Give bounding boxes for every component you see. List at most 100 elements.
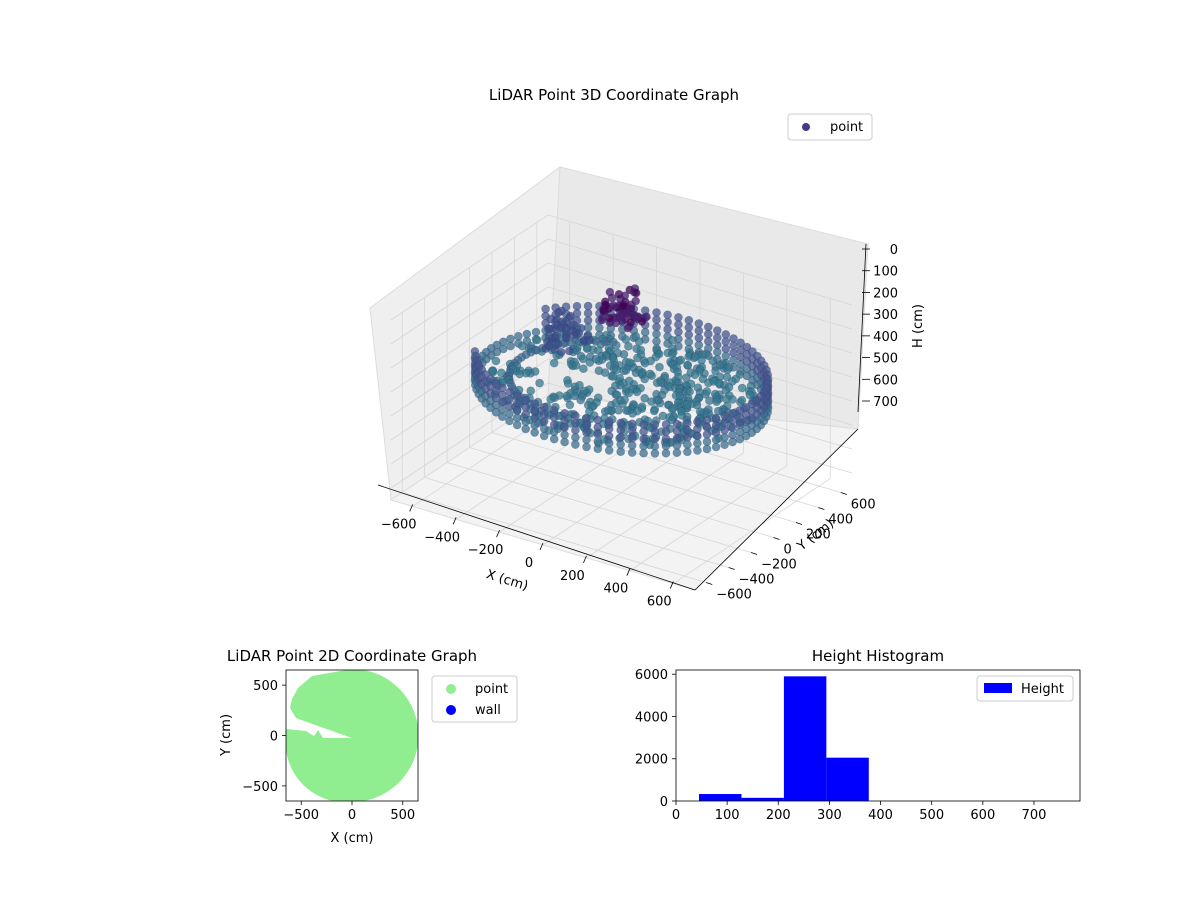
data-point-3d [693,438,702,448]
grid-line [491,432,797,523]
data-point-3d [703,336,713,346]
data-point-3d [703,322,713,332]
data-point-3d [560,430,569,440]
ticks-hist: 0 100 200 300 400 500 600 700 0 2000 4000 6000 [635,668,1046,823]
data-point-3d [582,344,592,354]
y-tick-label: 200 [806,528,831,543]
data-point-3d [572,301,582,311]
data-point-3d [690,370,700,380]
data-point-3d [498,412,507,422]
data-point-3d [491,356,501,366]
data-point-3d [640,358,650,368]
x-tick-label-hist: 500 [919,808,944,823]
data-point-3d [702,415,712,425]
legend-hist: Height [976,675,1074,702]
grid-line [469,447,774,538]
data-point-3d [711,428,721,437]
y-tick-label-hist: 2000 [635,753,668,768]
data-point-3d [712,340,722,350]
data-point-3d [526,386,536,396]
data-point-3d [530,428,540,437]
data-point-3d [639,427,648,436]
data-point-3d [616,440,626,449]
data-point-3d [694,340,704,350]
y-tick-label: 0 [784,543,792,558]
data-point-3d [702,430,712,439]
data-point-3d [640,393,650,403]
legend-marker-height [984,683,1012,693]
data-point-3d [612,365,621,375]
data-point-3d [593,430,603,439]
data-point-3d [683,360,692,370]
data-point-3d [620,395,629,405]
data-point-3d [626,318,636,327]
data-point-3d [694,326,704,336]
data-point-3d [693,417,702,427]
data-point-3d [724,362,734,372]
data-point-3d [728,416,737,425]
data-point-3d [692,400,702,410]
data-point-3d [562,333,571,343]
y-tick [840,492,847,495]
data-point-3d [650,441,660,451]
data-point-3d [565,313,574,323]
data-point-3d [603,405,613,415]
data-point-3d [624,388,634,398]
x-tick-label-hist: 600 [970,808,995,823]
data-point-3d [652,329,661,339]
data-point-3d [645,369,655,379]
data-point-3d [720,433,729,442]
data-point-3d [616,447,626,457]
y-tick [706,582,713,585]
data-point-3d [668,335,677,345]
data-point-3d [618,316,627,326]
data-point-3d [571,433,580,442]
data-point-3d [721,330,731,339]
data-point-3d [549,427,559,437]
data-point-3d [531,327,541,337]
data-point-3d [712,397,721,407]
data-point-3d [582,420,591,430]
data-point-3d [539,409,549,419]
data-point-3d [672,426,682,436]
data-point-3d [498,405,507,414]
data-point-3d [693,424,702,434]
data-point-3d [721,351,731,361]
data-point-3d [684,330,694,340]
data-point-3d [616,432,626,442]
grid-line [402,492,707,583]
data-point-3d [563,379,573,388]
data-point-3d [712,326,722,335]
data-point-3d [498,397,507,407]
data-point-3d [702,444,712,454]
data-point-3d [729,348,738,358]
z-tick-label: 0 [890,243,898,258]
data-point-3d [684,315,694,325]
data-point-3d [560,416,569,425]
data-point-3d [571,361,581,370]
x-tick-label: 600 [647,595,672,610]
data-point-3d [544,341,554,351]
y-tick-label-2d: −500 [242,780,278,795]
data-point-3d [512,420,522,430]
x-tick-label-hist: 300 [817,808,842,823]
data-point-3d [565,346,574,356]
y-tick-label: −200 [761,558,797,573]
data-point-3d [672,419,682,429]
data-point-3d [631,331,641,341]
data-point-3d [627,419,637,429]
data-point-3d [579,364,588,374]
data-point-3d [539,417,549,426]
data-point-3d [619,300,628,310]
data-point-3d [668,403,678,413]
data-point-3d [655,362,664,372]
data-point-3d [512,391,522,401]
data-point-3d [661,448,671,458]
data-point-3d [627,426,637,436]
data-point-3d [619,366,628,376]
data-point-3d [530,399,540,409]
data-point-3d [514,331,523,341]
data-point-3d [609,301,618,310]
data-point-3d [729,341,738,351]
